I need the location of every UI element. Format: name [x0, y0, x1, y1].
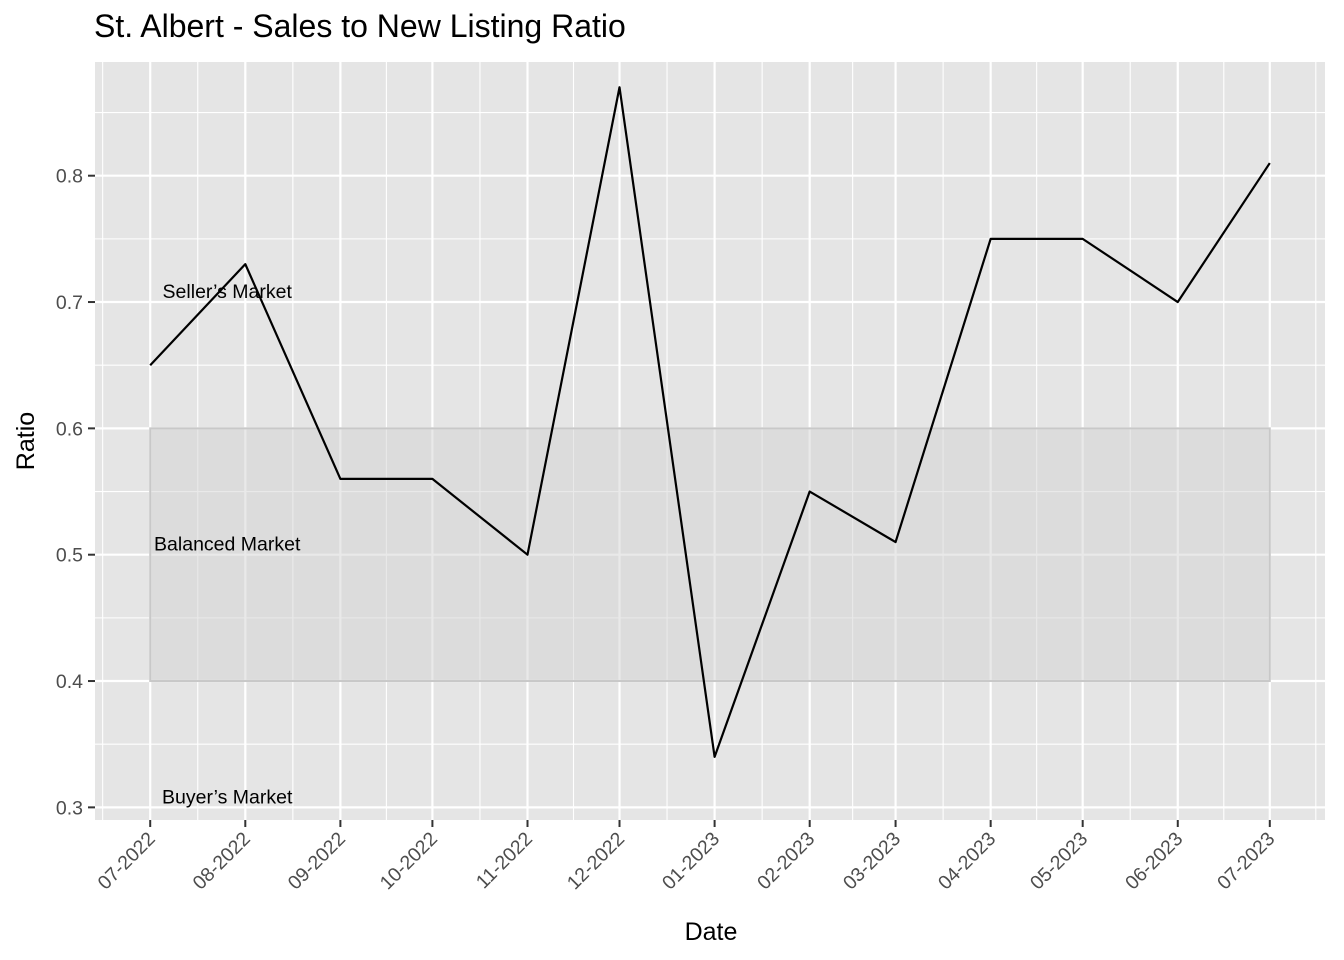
chart-title: St. Albert - Sales to New Listing Ratio — [94, 8, 626, 44]
annotation-label: Balanced Market — [154, 534, 301, 556]
x-tick-label: 07-2022 — [94, 828, 160, 894]
x-tick-label: 10-2022 — [376, 828, 442, 894]
x-tick-label: 09-2022 — [284, 828, 350, 894]
x-tick-label: 05-2023 — [1026, 828, 1092, 894]
annotation-label: Buyer’s Market — [162, 786, 293, 808]
y-tick-label: 0.6 — [56, 418, 83, 440]
balanced-market-band — [149, 427, 1271, 683]
annotation-label: Seller’s Market — [163, 281, 293, 303]
x-tick-label: 08-2022 — [189, 828, 255, 894]
y-tick-label: 0.8 — [56, 166, 83, 188]
y-axis: 0.3 0.4 0.5 0.6 0.7 0.8 — [56, 166, 95, 819]
x-tick-label: 12-2022 — [563, 828, 629, 894]
x-tick-label: 01-2023 — [658, 828, 724, 894]
x-axis-title: Date — [685, 918, 738, 946]
y-tick-label: 0.3 — [56, 797, 83, 819]
x-tick-label: 03-2023 — [839, 828, 905, 894]
x-tick-label: 02-2023 — [753, 828, 819, 894]
x-tick-label: 07-2023 — [1213, 828, 1279, 894]
x-tick-label: 06-2023 — [1121, 828, 1187, 894]
x-tick-label: 11-2022 — [472, 828, 537, 893]
y-tick-label: 0.4 — [56, 671, 83, 693]
series-line-ratio — [149, 86, 1271, 758]
y-axis-title: Ratio — [12, 412, 40, 470]
annotations: Seller’s Market Balanced Market Buyer’s Ma… — [154, 281, 301, 808]
x-tick-label: 04-2023 — [934, 828, 1000, 894]
y-tick-label: 0.7 — [56, 292, 83, 314]
y-tick-label: 0.5 — [56, 545, 83, 567]
x-axis: 07-2022 08-2022 09-2022 10-2022 11-2022 12-20… — [94, 820, 1279, 894]
